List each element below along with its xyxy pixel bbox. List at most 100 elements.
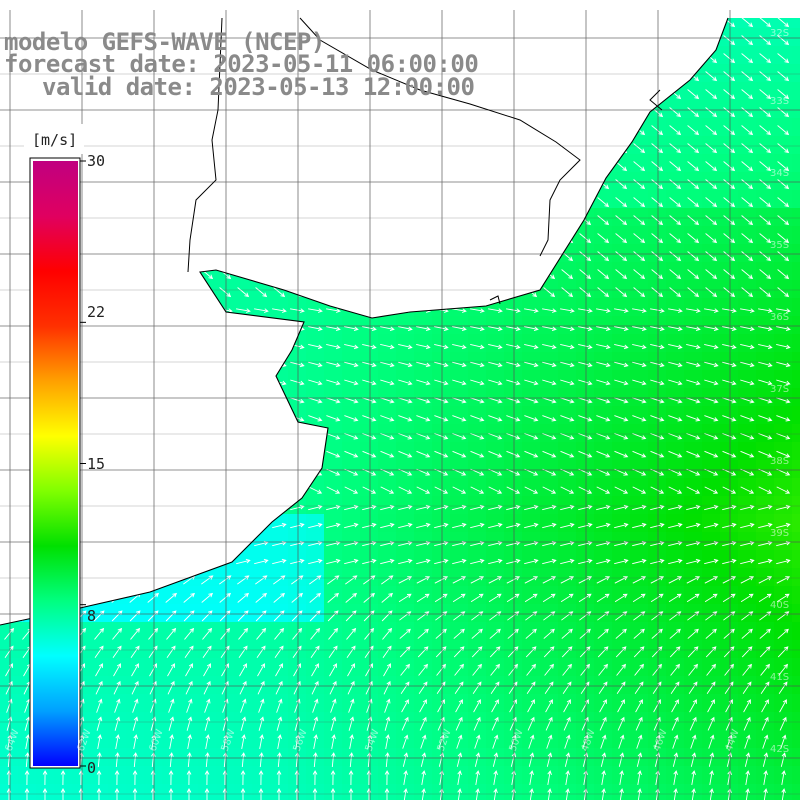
wind-arrow — [21, 107, 34, 118]
wind-arrow — [327, 179, 340, 190]
wind-arrow — [401, 699, 409, 713]
wind-arrow — [204, 788, 210, 800]
wind-arrow — [130, 627, 141, 640]
wind-arrow — [97, 734, 102, 749]
wind-arrow — [146, 450, 161, 458]
wind-cell — [90, 550, 108, 568]
wind-cell — [630, 46, 648, 64]
wind-arrow — [258, 788, 264, 800]
wind-cell — [0, 532, 18, 550]
wind-cell — [486, 262, 504, 280]
wind-cell — [198, 640, 216, 658]
wind-arrow — [434, 576, 449, 584]
wind-arrow — [129, 287, 142, 298]
wind-cell — [738, 658, 756, 676]
wind-arrow — [272, 343, 287, 350]
wind-arrow — [741, 215, 754, 226]
wind-cell — [0, 424, 18, 442]
wind-cell — [288, 640, 306, 658]
wind-arrow — [275, 680, 283, 695]
wind-arrow — [741, 71, 754, 82]
wind-cell — [54, 18, 72, 28]
wind-arrow — [399, 251, 412, 262]
wind-cell — [108, 730, 126, 748]
wind-arrow — [453, 125, 466, 136]
wind-cell — [720, 460, 738, 478]
wind-cell — [72, 18, 90, 28]
wind-arrow — [722, 522, 737, 529]
wind-cell — [666, 334, 684, 352]
wind-arrow — [687, 215, 700, 226]
wind-arrow — [759, 215, 772, 226]
wind-cell — [684, 712, 702, 730]
wind-arrow — [471, 143, 484, 154]
wind-arrow — [435, 35, 448, 46]
wind-cell — [288, 442, 306, 460]
wind-cell — [414, 226, 432, 244]
wind-cell — [756, 208, 774, 226]
wind-cell — [468, 154, 486, 172]
wind-cell — [252, 136, 270, 154]
wind-cell — [576, 622, 594, 640]
wind-arrow — [96, 698, 103, 713]
wind-arrow — [561, 179, 574, 190]
wind-cell — [666, 424, 684, 442]
wind-cell — [108, 424, 126, 442]
wind-cell — [504, 586, 522, 604]
wind-cell — [630, 280, 648, 298]
wind-arrow — [560, 486, 575, 494]
wind-cell — [108, 496, 126, 514]
wind-arrow — [111, 575, 124, 585]
wind-arrow — [578, 433, 593, 440]
wind-cell — [522, 352, 540, 370]
wind-cell — [144, 478, 162, 496]
wind-cell — [486, 766, 504, 784]
wind-arrow — [328, 645, 338, 658]
wind-cell — [558, 568, 576, 586]
wind-arrow — [345, 269, 358, 280]
wind-arrow — [528, 752, 535, 767]
wind-arrow — [200, 326, 215, 332]
wind-arrow — [434, 379, 449, 386]
wind-cell — [216, 694, 234, 712]
wind-arrow — [273, 179, 286, 190]
colorbar-unit: [m/s] — [32, 131, 78, 149]
wind-cell — [324, 694, 342, 712]
wind-arrow — [506, 397, 521, 404]
wind-arrow — [400, 663, 410, 676]
wind-arrow — [596, 504, 611, 511]
wind-arrow — [345, 575, 358, 585]
wind-arrow — [327, 18, 340, 28]
wind-cell — [144, 532, 162, 550]
wind-cell — [324, 262, 342, 280]
wind-cell — [450, 514, 468, 532]
wind-cell — [432, 18, 450, 28]
wind-arrow — [470, 397, 485, 404]
wind-cell — [198, 478, 216, 496]
wind-arrow — [110, 522, 125, 529]
wind-cell — [162, 586, 180, 604]
wind-arrow — [3, 143, 16, 154]
wind-cell — [792, 676, 800, 694]
wind-cell — [252, 460, 270, 478]
wind-cell — [576, 712, 594, 730]
wind-cell — [342, 190, 360, 208]
wind-arrow — [704, 343, 719, 350]
wind-cell — [504, 64, 522, 82]
wind-cell — [594, 604, 612, 622]
wind-cell — [396, 514, 414, 532]
wind-cell — [414, 100, 432, 118]
wind-arrow — [636, 734, 643, 749]
wind-arrow — [419, 716, 427, 731]
wind-cell — [432, 352, 450, 370]
wind-cell — [144, 118, 162, 136]
colorbar-tick-8: 8 — [87, 607, 97, 625]
wind-arrow — [579, 628, 591, 639]
wind-cell — [324, 460, 342, 478]
wind-cell — [774, 352, 792, 370]
wind-arrow — [364, 627, 375, 640]
wind-cell — [738, 478, 756, 496]
wind-arrow — [632, 308, 647, 313]
wind-arrow — [348, 698, 355, 713]
wind-cell — [630, 244, 648, 262]
